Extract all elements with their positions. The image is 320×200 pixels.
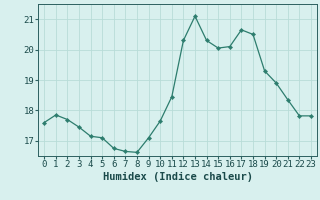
X-axis label: Humidex (Indice chaleur): Humidex (Indice chaleur) — [103, 172, 252, 182]
